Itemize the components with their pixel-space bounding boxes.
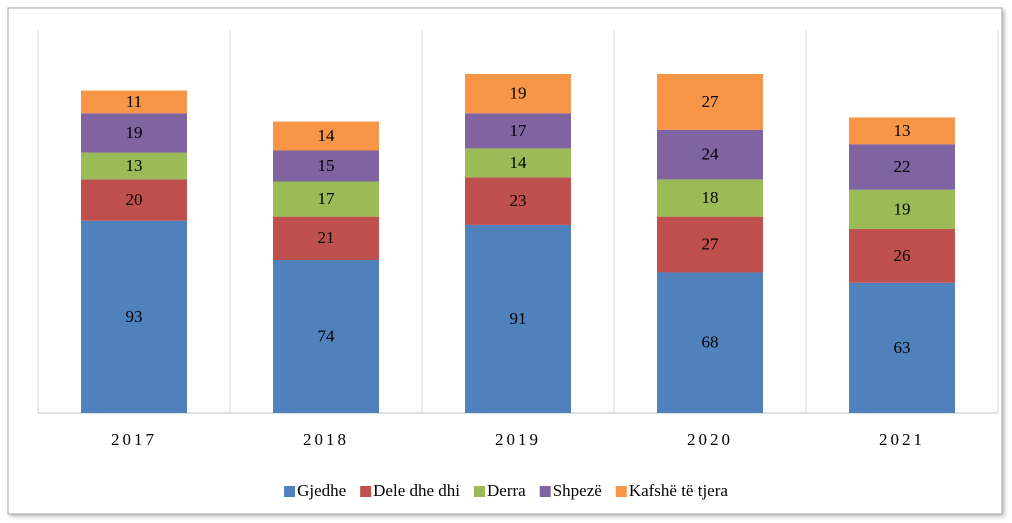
data-label: 14 <box>510 153 528 172</box>
data-label: 26 <box>894 246 911 265</box>
x-tick-label: 2019 <box>495 430 541 449</box>
data-label: 15 <box>318 156 335 175</box>
data-label: 27 <box>702 92 720 111</box>
data-label: 19 <box>510 84 527 103</box>
bar-segment <box>273 150 379 182</box>
x-tick-label: 2021 <box>879 430 925 449</box>
data-label: 11 <box>126 92 142 111</box>
bar-segment <box>849 282 955 413</box>
data-label: 93 <box>126 307 143 326</box>
bar-segment <box>81 152 187 180</box>
data-label: 22 <box>894 157 911 176</box>
data-label: 13 <box>126 156 143 175</box>
data-label: 21 <box>318 228 335 247</box>
bar-segment <box>849 117 955 145</box>
bar-segment <box>273 121 379 151</box>
legend-label: Gjedhe <box>297 481 346 500</box>
data-label: 17 <box>510 121 528 140</box>
data-label: 27 <box>702 234 720 253</box>
bar-segment <box>657 129 763 180</box>
data-label: 13 <box>894 121 911 140</box>
bar-segment <box>849 229 955 283</box>
legend-swatch <box>284 486 296 497</box>
bar-segment <box>465 113 571 149</box>
legend-label: Shpezë <box>553 481 602 500</box>
bar-segment <box>657 179 763 217</box>
bar-segment <box>81 90 187 114</box>
legend-label: Kafshë të tjera <box>629 481 729 500</box>
data-label: 18 <box>702 188 719 207</box>
bar-segment <box>81 113 187 153</box>
data-label: 17 <box>318 189 336 208</box>
bar-segment <box>81 220 187 413</box>
data-label: 20 <box>126 190 143 209</box>
x-tick-label: 2017 <box>111 430 157 449</box>
data-label: 74 <box>318 326 336 345</box>
bar-segment <box>273 181 379 217</box>
data-label: 19 <box>126 123 143 142</box>
bar-segment <box>465 224 571 413</box>
x-tick-label: 2018 <box>303 430 349 449</box>
bar-segment <box>465 74 571 114</box>
legend-swatch <box>474 486 486 497</box>
data-label: 91 <box>510 309 527 328</box>
bar-segment <box>273 260 379 413</box>
legend-swatch <box>615 486 627 497</box>
bar-segment <box>81 179 187 221</box>
x-tick-label: 2020 <box>687 430 733 449</box>
bar-segment <box>273 216 379 261</box>
bar-segment <box>849 189 955 230</box>
legend-label: Dele dhe dhi <box>373 481 460 500</box>
bar-segment <box>465 177 571 225</box>
data-label: 19 <box>894 199 911 218</box>
bar-segment <box>465 148 571 178</box>
bar-segment <box>849 144 955 190</box>
bar-segment <box>657 74 763 130</box>
legend-swatch <box>360 486 372 497</box>
data-label: 23 <box>510 191 527 210</box>
bar-segment <box>657 272 763 413</box>
data-label: 14 <box>318 126 336 145</box>
data-label: 24 <box>702 145 720 164</box>
data-label: 68 <box>702 333 719 352</box>
legend-swatch <box>539 486 551 497</box>
bar-segment <box>657 216 763 273</box>
data-label: 63 <box>894 338 911 357</box>
legend-label: Derra <box>487 481 526 500</box>
